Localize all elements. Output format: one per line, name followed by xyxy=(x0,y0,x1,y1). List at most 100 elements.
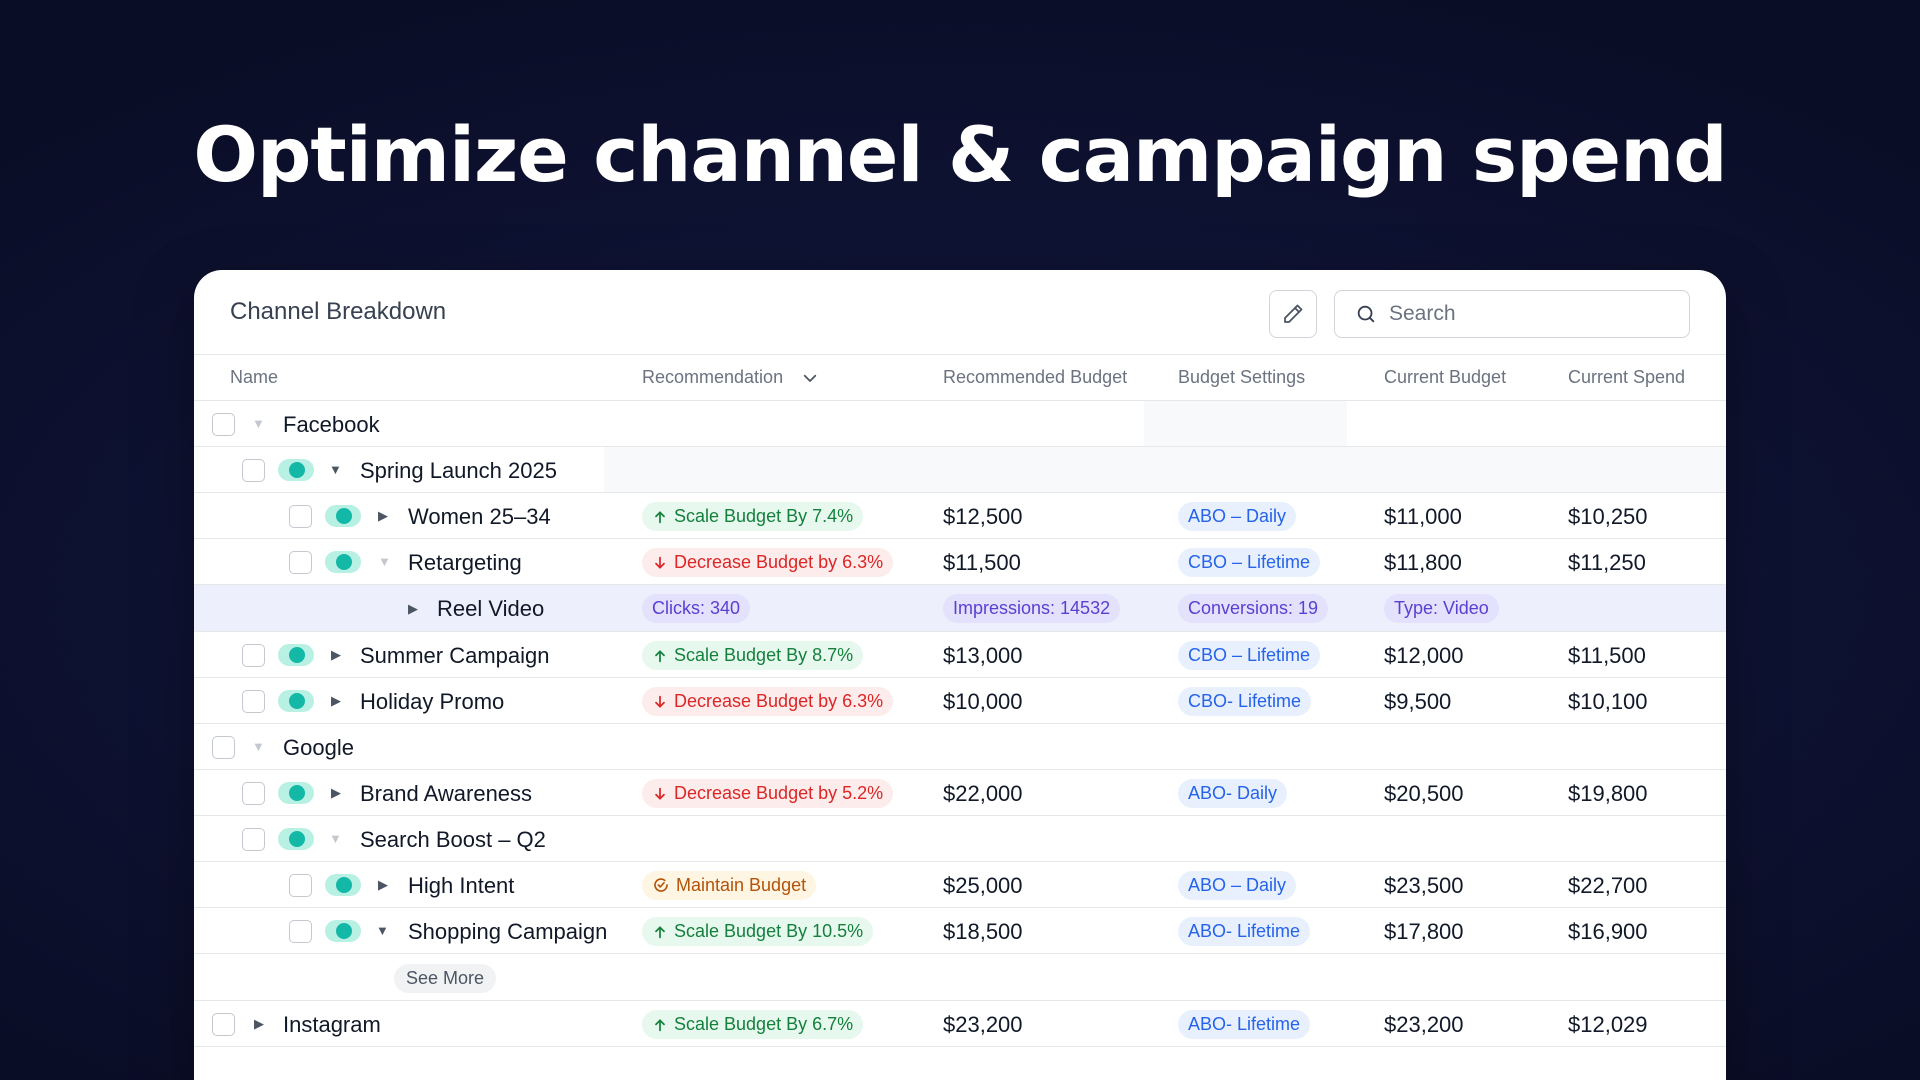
row-checkbox[interactable] xyxy=(242,828,265,851)
status-toggle[interactable] xyxy=(325,920,361,942)
current-budget: $12,000 xyxy=(1384,643,1464,668)
recommendation-badge: Maintain Budget xyxy=(642,871,817,900)
row-name: Reel Video xyxy=(437,596,545,621)
row-name: Instagram xyxy=(283,1012,381,1037)
status-toggle[interactable] xyxy=(325,505,361,527)
current-budget: $11,800 xyxy=(1384,550,1462,575)
row-checkbox[interactable] xyxy=(212,736,235,759)
table-row[interactable]: ▼ Google xyxy=(194,724,1726,770)
recommendation-badge: Scale Budget By 6.7% xyxy=(642,1010,864,1039)
expand-triangle-icon[interactable]: ▶ xyxy=(378,877,388,892)
recommended-budget: $25,000 xyxy=(943,873,1023,898)
row-checkbox[interactable] xyxy=(242,782,265,805)
row-name: Brand Awareness xyxy=(360,781,533,806)
status-toggle[interactable] xyxy=(278,782,314,804)
collapse-triangle-icon[interactable]: ▼ xyxy=(378,554,391,569)
search-input[interactable] xyxy=(1389,302,1669,326)
recommended-budget: $11,500 xyxy=(943,550,1021,575)
column-header-current-spend[interactable]: Current Spend xyxy=(1568,367,1686,387)
current-spend: $16,900 xyxy=(1568,919,1648,944)
recommendation-text: Maintain Budget xyxy=(676,875,807,895)
row-checkbox[interactable] xyxy=(212,1013,235,1036)
column-header-recommendation[interactable]: Recommendation xyxy=(642,367,819,388)
row-name: Shopping Campaign xyxy=(408,919,608,944)
recommended-budget: $22,000 xyxy=(943,781,1023,806)
arrow-down-icon xyxy=(655,556,665,569)
row-checkbox[interactable] xyxy=(289,505,312,528)
edit-button[interactable] xyxy=(1269,290,1317,338)
recommendation-text: Decrease Budget by 6.3% xyxy=(674,691,884,711)
table-row[interactable]: ▶ Instagram Scale Budget By 6.7% $23,200… xyxy=(194,1001,1726,1047)
table-row[interactable]: ▶ Holiday Promo Decrease Budget by 6.3% … xyxy=(194,678,1726,724)
current-spend: $10,100 xyxy=(1568,689,1648,714)
table-row[interactable]: ▶ Summer Campaign Scale Budget By 8.7% $… xyxy=(194,632,1726,678)
current-budget: $17,800 xyxy=(1384,919,1464,944)
current-spend: $12,029 xyxy=(1568,1012,1648,1037)
table-row[interactable]: ▼ Facebook xyxy=(194,401,1726,447)
column-header-current-budget[interactable]: Current Budget xyxy=(1384,367,1507,387)
collapse-triangle-icon[interactable]: ▼ xyxy=(252,416,265,431)
chevron-down-icon[interactable] xyxy=(801,369,819,387)
budget-setting-badge: CBO – Lifetime xyxy=(1178,641,1321,670)
collapse-triangle-icon[interactable]: ▼ xyxy=(252,739,265,754)
row-checkbox[interactable] xyxy=(289,874,312,897)
current-spend: $11,500 xyxy=(1568,643,1646,668)
row-checkbox[interactable] xyxy=(242,690,265,713)
expand-triangle-icon[interactable]: ▶ xyxy=(331,693,341,708)
expand-triangle-icon[interactable]: ▶ xyxy=(378,508,388,523)
collapse-triangle-icon[interactable]: ▼ xyxy=(376,923,389,938)
recommendation-text: Scale Budget By 6.7% xyxy=(674,1014,854,1034)
row-checkbox[interactable] xyxy=(242,644,265,667)
row-checkbox[interactable] xyxy=(212,413,235,436)
expand-triangle-icon[interactable]: ▶ xyxy=(331,785,341,800)
row-checkbox[interactable] xyxy=(289,551,312,574)
see-more-button[interactable]: See More xyxy=(394,964,497,993)
collapse-triangle-icon[interactable]: ▼ xyxy=(329,831,342,846)
expand-triangle-icon[interactable]: ▶ xyxy=(254,1016,264,1031)
expand-triangle-icon[interactable]: ▶ xyxy=(408,601,418,616)
table-row[interactable]: ▼ Shopping Campaign Scale Budget By 10.5… xyxy=(194,908,1726,954)
collapse-triangle-icon[interactable]: ▼ xyxy=(329,462,342,477)
recommendation-badge: Decrease Budget by 6.3% xyxy=(642,687,894,716)
table-row[interactable]: ▼ Search Boost – Q2 xyxy=(194,816,1726,862)
table-row[interactable]: ▶ Women 25–34 Scale Budget By 7.4% $12,5… xyxy=(194,493,1726,539)
table-row[interactable]: ▼ Retargeting Decrease Budget by 6.3% $1… xyxy=(194,539,1726,585)
row-name: Summer Campaign xyxy=(360,643,550,668)
table-row-metrics[interactable]: ▶ Reel Video Clicks: 340 Impressions: 14… xyxy=(194,585,1726,632)
current-budget: $23,200 xyxy=(1384,1012,1464,1037)
budget-setting-badge: ABO- Lifetime xyxy=(1178,917,1311,946)
recommendation-text: Scale Budget By 7.4% xyxy=(674,506,854,526)
column-header-budget-settings[interactable]: Budget Settings xyxy=(1178,367,1306,387)
status-toggle[interactable] xyxy=(278,690,314,712)
table-row[interactable]: ▶ High Intent Maintain Budget $25,000 AB… xyxy=(194,862,1726,908)
budget-setting-badge: CBO- Lifetime xyxy=(1178,687,1312,716)
arrow-down-icon xyxy=(655,787,665,800)
status-toggle[interactable] xyxy=(325,874,361,896)
type-badge: Type: Video xyxy=(1384,594,1499,623)
current-budget: $20,500 xyxy=(1384,781,1464,806)
clicks-badge: Clicks: 340 xyxy=(642,594,751,623)
recommendation-badge: Decrease Budget by 5.2% xyxy=(642,779,894,808)
column-header-name[interactable]: Name xyxy=(230,367,279,387)
expand-triangle-icon[interactable]: ▶ xyxy=(331,647,341,662)
budget-setting-badge: CBO – Lifetime xyxy=(1178,548,1321,577)
arrow-up-icon xyxy=(655,1019,665,1032)
table-row[interactable]: ▶ Brand Awareness Decrease Budget by 5.2… xyxy=(194,770,1726,816)
row-name: Spring Launch 2025 xyxy=(360,458,557,483)
recommendation-text: Scale Budget By 10.5% xyxy=(674,921,864,941)
conversions-badge: Conversions: 19 xyxy=(1178,594,1329,623)
status-toggle[interactable] xyxy=(278,644,314,666)
budget-setting-badge: ABO – Daily xyxy=(1178,871,1297,900)
budget-setting-badge: ABO- Lifetime xyxy=(1178,1010,1311,1039)
table-row[interactable]: ▼ Spring Launch 2025 xyxy=(194,447,1726,493)
row-checkbox[interactable] xyxy=(242,459,265,482)
column-header-recommended-budget[interactable]: Recommended Budget xyxy=(943,367,1128,387)
row-checkbox[interactable] xyxy=(289,920,312,943)
search-box[interactable] xyxy=(1334,290,1690,338)
status-toggle[interactable] xyxy=(325,551,361,573)
status-toggle[interactable] xyxy=(278,828,314,850)
arrow-up-icon xyxy=(655,511,665,524)
recommendation-text: Decrease Budget by 5.2% xyxy=(674,783,884,803)
status-toggle[interactable] xyxy=(278,459,314,481)
panel-header: Channel Breakdown xyxy=(194,270,1726,355)
